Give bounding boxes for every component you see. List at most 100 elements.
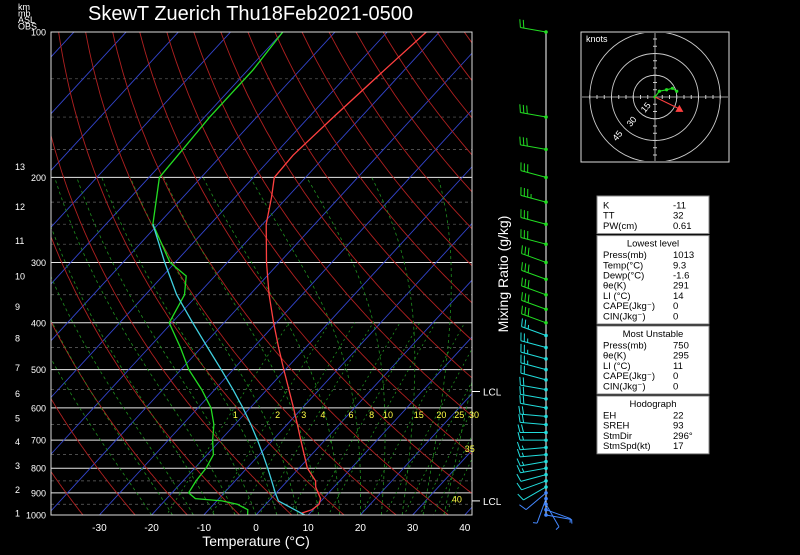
temperature-tick-label: 40 (459, 523, 471, 534)
wind-barb (521, 229, 548, 246)
wind-barb (517, 442, 547, 450)
temperature-tick-label: -30 (92, 523, 107, 534)
wind-barb-flag (528, 280, 529, 288)
wind-barb-flag (523, 105, 524, 113)
wind-level-dot (544, 485, 548, 489)
dry-adiabat-line (57, 21, 356, 525)
index-value: 17 (673, 441, 684, 452)
moist-adiabat-line (77, 177, 256, 515)
index-label: CIN(Jkg⁻) (603, 311, 646, 322)
wind-barb (521, 162, 548, 179)
moist-adiabat-line (35, 177, 214, 515)
wind-level-dot (544, 491, 548, 495)
wind-barb (520, 104, 548, 119)
dry-adiabat-line (190, 21, 620, 525)
wind-barb-shaft (521, 195, 546, 202)
wind-level-dot (544, 473, 548, 477)
dry-adiabat-line (110, 21, 461, 525)
wind-barb-flag (525, 293, 526, 301)
wind-barb-shaft (522, 327, 546, 336)
wind-level-dot (544, 242, 548, 246)
hodograph-trace-point (675, 90, 678, 93)
height-tick-label: 10 (15, 271, 25, 281)
wind-barb-shaft (520, 455, 546, 457)
wind-barb (520, 395, 548, 410)
wind-barb-flag (525, 320, 526, 328)
wind-barb-flag (522, 278, 523, 286)
wind-barb-flag (523, 377, 524, 385)
mixing-ratio-value-label: 2 (275, 410, 280, 420)
wind-barb-flag (520, 19, 521, 27)
isotherm-line (0, 21, 345, 525)
wind-barb-flag (528, 295, 529, 303)
wind-barb-flag (517, 474, 521, 481)
wind-barb-flag (522, 292, 523, 300)
dry-adiabat-line (0, 21, 197, 525)
height-tick-label: 8 (15, 333, 20, 343)
pressure-tick-label: 300 (31, 258, 46, 268)
pressure-tick-label: 500 (31, 365, 46, 375)
wind-barb-flag (522, 406, 523, 414)
wind-level-dot (544, 30, 548, 34)
wind-barb-flag (522, 415, 523, 423)
wind-barb-flag (528, 248, 529, 256)
wind-barb (518, 432, 548, 442)
dry-adiabat-line (750, 21, 800, 525)
wind-level-dot (544, 176, 548, 180)
wind-barb-shaft (521, 373, 546, 380)
wind-barb-half-flag (522, 462, 524, 466)
wind-barb-half-flag (523, 436, 524, 440)
wind-barb-shaft (522, 254, 546, 263)
wind-level-dot (544, 453, 548, 457)
wind-level-dot (544, 431, 548, 435)
x-axis-label: Temperature (°C) (202, 533, 310, 549)
dry-adiabat-line (0, 21, 91, 525)
hodograph-units-label: knots (586, 34, 608, 44)
wind-barb-flag (518, 432, 520, 440)
mixing-ratio-value-label: 35 (465, 444, 475, 454)
series-line-temperature (266, 32, 426, 515)
moist-adiabat-line (130, 177, 297, 515)
wind-level-dot (544, 357, 548, 361)
wind-level-dot (544, 346, 548, 350)
wind-barb-flag (528, 308, 529, 316)
wind-level-dot (544, 466, 548, 470)
wind-barb-shaft (520, 422, 546, 424)
wind-barb-half-flag (522, 446, 523, 450)
wind-level-dot (544, 200, 548, 204)
mixing-ratio-line (253, 323, 373, 525)
wind-barb-flag (523, 20, 524, 28)
mixing-ratio-value-label: 30 (469, 410, 479, 420)
isotherm-line (0, 21, 449, 525)
indices-box-title: Most Unstable (623, 329, 684, 340)
wind-barb-shaft (520, 113, 546, 118)
wind-barb-flag (520, 104, 521, 112)
wind-level-dot (544, 446, 548, 450)
mixing-ratio-value-label: 6 (348, 410, 353, 420)
wind-barb (518, 485, 548, 500)
wind-level-dot (544, 513, 548, 517)
moist-adiabat-line (0, 177, 152, 515)
index-label: StmSpd(kt) (603, 441, 651, 452)
wind-barb-flag (527, 106, 528, 114)
wind-barb-half-flag (556, 527, 559, 530)
isotherm-line (142, 21, 606, 525)
wind-barb-shaft (520, 394, 546, 399)
mixing-ratio-line (160, 323, 289, 525)
wind-barb-flag (519, 505, 526, 510)
wind-level-dot (544, 334, 548, 338)
height-tick-label: 6 (15, 389, 20, 399)
mixing-ratio-value-label: 15 (414, 410, 424, 420)
temperature-tick-label: -20 (144, 523, 159, 534)
pressure-tick-label: 600 (31, 403, 46, 413)
wind-level-dot (544, 508, 548, 512)
height-tick-label: 1 (15, 508, 20, 518)
wind-barb-flag (519, 414, 520, 422)
wind-barb-shaft (520, 414, 546, 416)
wind-barb-flag (522, 425, 524, 433)
wind-level-dot (544, 415, 548, 419)
wind-barb (521, 187, 548, 204)
